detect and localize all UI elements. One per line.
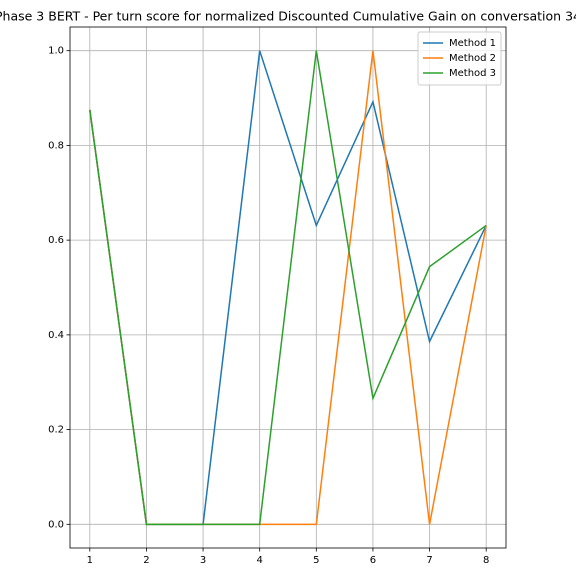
x-tick-label: 3: [200, 555, 206, 566]
legend-box: [417, 31, 502, 86]
x-tick-label: 1: [87, 555, 93, 566]
data-line: [89, 50, 487, 526]
y-tick-label: 0.2: [48, 425, 64, 436]
x-tick-label: 4: [257, 555, 263, 566]
y-tick-label: 0.0: [48, 519, 64, 530]
legend-label: Method 3: [449, 68, 496, 79]
legend-label: Method 1: [449, 38, 496, 49]
x-tick-label: 6: [370, 555, 376, 566]
y-tick-label: 0.6: [48, 235, 64, 246]
y-tick-label: 1.0: [48, 46, 64, 57]
y-tick-label: 0.4: [48, 330, 64, 341]
chart-title: Phase 3 BERT - Per turn score for normal…: [0, 9, 576, 24]
legend-label: Method 2: [449, 53, 496, 64]
x-tick-label: 2: [143, 555, 149, 566]
y-tick-label: 0.8: [48, 140, 64, 151]
x-tick-label: 7: [426, 555, 432, 566]
plot-frame: [69, 26, 507, 549]
x-tick-label: 5: [313, 555, 319, 566]
x-tick-label: 8: [483, 555, 489, 566]
